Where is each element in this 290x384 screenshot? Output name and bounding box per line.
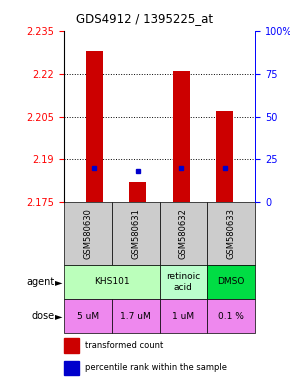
Text: KHS101: KHS101 [94, 277, 129, 286]
Text: 1 uM: 1 uM [172, 312, 195, 321]
Bar [216, 111, 233, 202]
Bar [64, 202, 112, 265]
Text: agent: agent [27, 277, 55, 287]
Text: 0.1 %: 0.1 % [218, 312, 244, 321]
Bar [173, 71, 190, 202]
Bar [129, 182, 146, 202]
Bar [160, 265, 207, 299]
Text: ►: ► [55, 311, 62, 321]
Text: retinoic
acid: retinoic acid [166, 272, 201, 291]
Bar [64, 338, 79, 353]
Bar [64, 299, 112, 333]
Bar [207, 265, 255, 299]
Text: GSM580632: GSM580632 [179, 208, 188, 259]
Text: GSM580630: GSM580630 [83, 208, 92, 259]
Text: transformed count: transformed count [85, 341, 163, 350]
Text: dose: dose [32, 311, 55, 321]
Bar [112, 299, 160, 333]
Bar [64, 361, 79, 376]
Bar [207, 299, 255, 333]
Text: 5 uM: 5 uM [77, 312, 99, 321]
Bar [207, 202, 255, 265]
Bar [112, 202, 160, 265]
Text: percentile rank within the sample: percentile rank within the sample [85, 364, 227, 372]
Bar [64, 265, 160, 299]
Text: DMSO: DMSO [218, 277, 245, 286]
Text: GDS4912 / 1395225_at: GDS4912 / 1395225_at [77, 12, 213, 25]
Bar [86, 51, 103, 202]
Text: GSM580631: GSM580631 [131, 208, 140, 259]
Bar [160, 202, 207, 265]
Text: ►: ► [55, 277, 62, 287]
Bar [160, 299, 207, 333]
Text: 1.7 uM: 1.7 uM [120, 312, 151, 321]
Text: GSM580633: GSM580633 [227, 208, 236, 259]
